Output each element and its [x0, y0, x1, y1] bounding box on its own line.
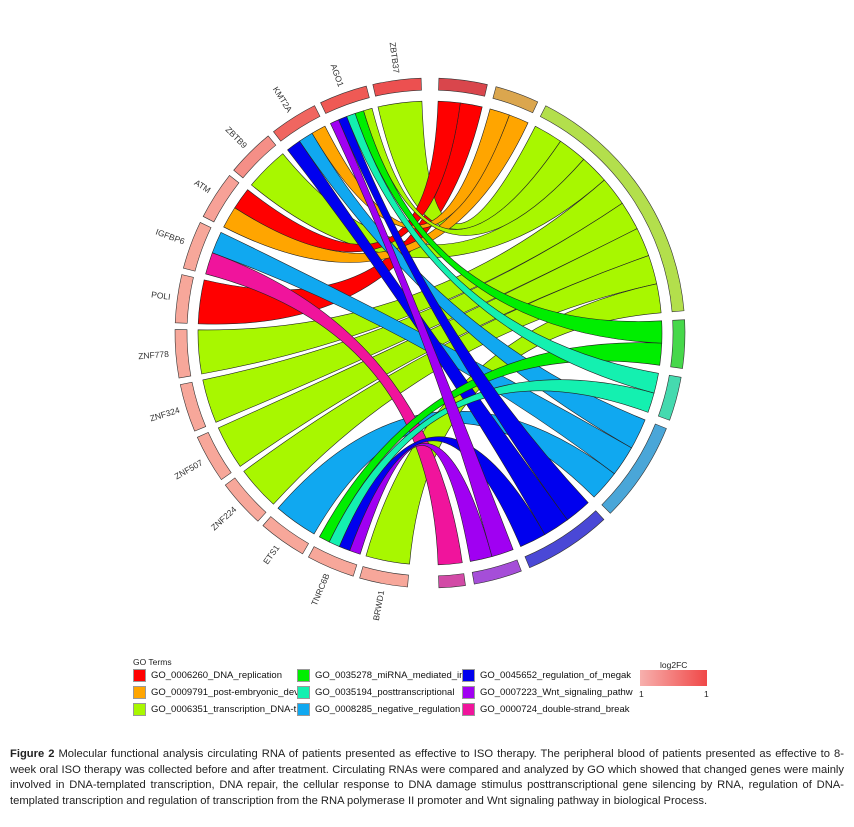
legend-item-wnt: GO_0007223_Wnt_signaling_pathw	[462, 686, 633, 699]
term-segment-red	[438, 77, 488, 97]
gene-label: ZBTB37	[388, 42, 402, 74]
legend-label: GO_0006260_DNA_replication	[151, 670, 282, 681]
gene-segment-zbtb37	[372, 77, 422, 97]
gene-label: ZNF224	[209, 504, 239, 532]
gene-segment-kmt2a	[273, 105, 321, 142]
legend-item-negreg: GO_0008285_negative_regulation	[297, 703, 460, 716]
gene-label: ZNF507	[173, 457, 205, 481]
legend-swatch	[297, 686, 310, 699]
term-segment-post	[657, 374, 682, 421]
legend-label: GO_0006351_transcription_DNA-t	[151, 704, 297, 715]
legend-swatch	[462, 703, 475, 716]
chord-tnrc6b-megak	[338, 436, 546, 552]
log2fc-min: 1	[639, 689, 644, 699]
chord-kmt2a-orange	[311, 108, 510, 229]
term-segment-dsb	[438, 573, 466, 589]
log2fc-title: log2FC	[660, 660, 688, 670]
chord-igfbp6-dsb	[205, 252, 463, 566]
gene-segment-atm	[202, 175, 240, 223]
log2fc-max: 1	[704, 689, 709, 699]
gene-segment-znf224	[224, 477, 267, 522]
gene-label: ZBTB9	[224, 124, 250, 150]
legend-swatch	[133, 669, 146, 682]
chord-ago1-post	[346, 113, 659, 394]
legend-item-red: GO_0006260_DNA_replication	[133, 669, 282, 682]
chord-znf324-tdna	[202, 202, 638, 423]
chord-ago1-megak	[338, 116, 589, 521]
legend-item-dsb: GO_0000724_double-strand_break	[462, 703, 629, 716]
gene-segment-zbtb9	[233, 135, 277, 179]
caption-label: Figure 2	[10, 748, 55, 760]
gene-label: POLI	[151, 289, 172, 302]
legend-label: GO_0045652_regulation_of_megak	[480, 670, 632, 681]
gene-label: KMT2A	[271, 85, 295, 115]
gene-segment-igfbp6	[183, 222, 212, 272]
legend-title: GO Terms	[133, 657, 172, 667]
legend-swatch	[462, 669, 475, 682]
legend-label: GO_0007223_Wnt_signaling_pathw	[480, 687, 633, 698]
chord-ago1-wnt	[330, 119, 514, 557]
chord-diagram: ZBTB37 AGO1 KMT2A ZBTB9 ATM IGFBP6 POLI ZNF778 Z…	[138, 42, 686, 621]
gene-label: BRWD1	[371, 589, 386, 621]
legend-label: GO_0008285_negative_regulation	[315, 704, 461, 715]
log2fc-colorbar	[640, 670, 707, 686]
chord-znf224-tdna	[243, 255, 658, 505]
outer-ring-segments	[174, 77, 686, 589]
gene-segment-poli	[174, 274, 194, 324]
legend-swatch	[133, 703, 146, 716]
gene-segment-tnrc6b	[307, 546, 358, 577]
term-segment-megak	[524, 510, 605, 569]
legend-item-tdna: GO_0006351_transcription_DNA-t	[133, 703, 296, 716]
gene-segment-brwd1	[359, 566, 409, 588]
legend-item-mirna: GO_0035278_miRNA_mediated_inhi	[297, 669, 472, 682]
legend-label: GO_0035194_posttranscriptional	[315, 687, 455, 698]
gene-label: IGFBP6	[154, 227, 186, 247]
gene-segment-znf507	[196, 431, 232, 481]
legend-swatch	[297, 703, 310, 716]
term-segment-wnt	[471, 559, 522, 585]
gene-label: ZNF778	[138, 349, 170, 362]
legend-item-megak: GO_0045652_regulation_of_megak	[462, 669, 631, 682]
gene-label: AGO1	[329, 63, 347, 89]
legend-item-orange: GO_0009791_post-embryonic_deve	[133, 686, 304, 699]
chord-ago1-tdna	[363, 107, 585, 236]
legend-swatch	[462, 686, 475, 699]
legend-swatch	[133, 686, 146, 699]
legend-item-post: GO_0035194_posttranscriptional	[297, 686, 454, 699]
legend-label: GO_0000724_double-strand_break	[480, 704, 630, 715]
term-segment-negreg	[601, 423, 667, 514]
gene-label: ETS1	[261, 543, 282, 566]
chord-kmt2a-negreg	[299, 132, 646, 449]
gene-segment-znf324	[179, 381, 207, 432]
chord-ago1-mirna	[354, 110, 663, 344]
term-segment-tdna	[539, 105, 685, 313]
chord-brwd1-tdna	[365, 283, 662, 565]
figure-caption: Figure 2 Molecular functional analysis c…	[10, 747, 844, 809]
legend-label: GO_0035278_miRNA_mediated_inhi	[315, 670, 472, 681]
legend-swatch	[297, 669, 310, 682]
gene-segment-ago1	[320, 85, 370, 114]
term-segment-mirna	[670, 319, 686, 369]
gene-segment-ets1	[262, 516, 309, 555]
gene-label: ATM	[193, 177, 213, 195]
gene-segment-znf778	[174, 329, 192, 379]
gene-label: TNRC6B	[309, 572, 332, 608]
chord-ribbons	[197, 100, 663, 566]
gene-label: ZNF324	[149, 405, 182, 424]
term-segment-orange	[492, 86, 539, 114]
legend-label: GO_0009791_post-embryonic_deve	[151, 687, 305, 698]
caption-text: Molecular functional analysis circulatin…	[10, 748, 844, 807]
